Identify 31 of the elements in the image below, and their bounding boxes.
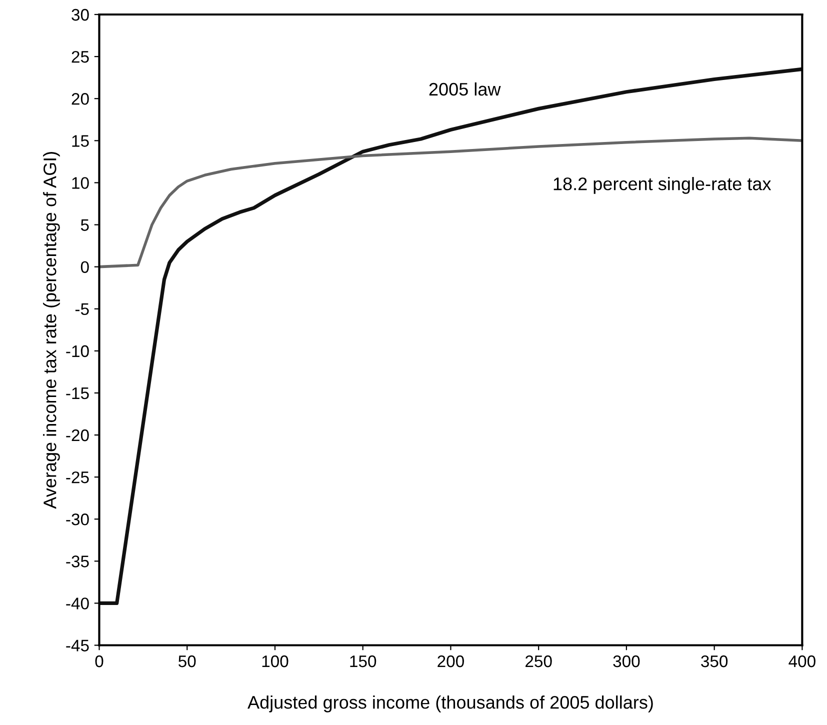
- x-tick-label: 250: [526, 655, 552, 668]
- series-label: 18.2 percent single-rate tax: [554, 177, 772, 194]
- x-tick-label: 100: [262, 655, 288, 668]
- x-tick-label: 0: [95, 655, 104, 668]
- y-tick-label: -25: [66, 471, 89, 484]
- line-series: [99, 136, 802, 268]
- y-tick-label: -30: [66, 514, 89, 526]
- x-tick-label: 150: [350, 655, 376, 668]
- y-axis-title: Average income tax rate (percentage of AGI): [43, 152, 60, 509]
- y-tick-label: 0: [80, 261, 89, 274]
- line-series: [99, 67, 802, 606]
- y-tick-label: 20: [72, 93, 89, 105]
- x-tick-label: 50: [178, 655, 196, 668]
- x-tick-label: 400: [788, 655, 816, 668]
- y-tick-label: -5: [75, 303, 89, 316]
- y-tick-label: 30: [72, 8, 89, 21]
- y-tick-label: -35: [66, 556, 89, 568]
- y-tick-label: -20: [66, 429, 89, 442]
- y-tick-label: 10: [72, 177, 89, 189]
- y-tick-label: 15: [72, 135, 89, 147]
- x-tick-label: 350: [701, 655, 728, 668]
- y-tick-label: -45: [66, 640, 89, 652]
- y-tick-label: -10: [66, 345, 89, 358]
- y-tick-label: 25: [72, 50, 89, 63]
- x-axis-title: Adjusted gross income (thousands of 2005 dollars): [248, 696, 653, 712]
- y-tick-label: 5: [80, 219, 89, 231]
- x-tick-label: 300: [613, 655, 640, 668]
- y-tick-label: -15: [66, 388, 89, 400]
- y-tick-label: -40: [66, 598, 89, 610]
- x-tick-label: 200: [438, 655, 464, 668]
- series-label: 2005 law: [429, 82, 501, 96]
